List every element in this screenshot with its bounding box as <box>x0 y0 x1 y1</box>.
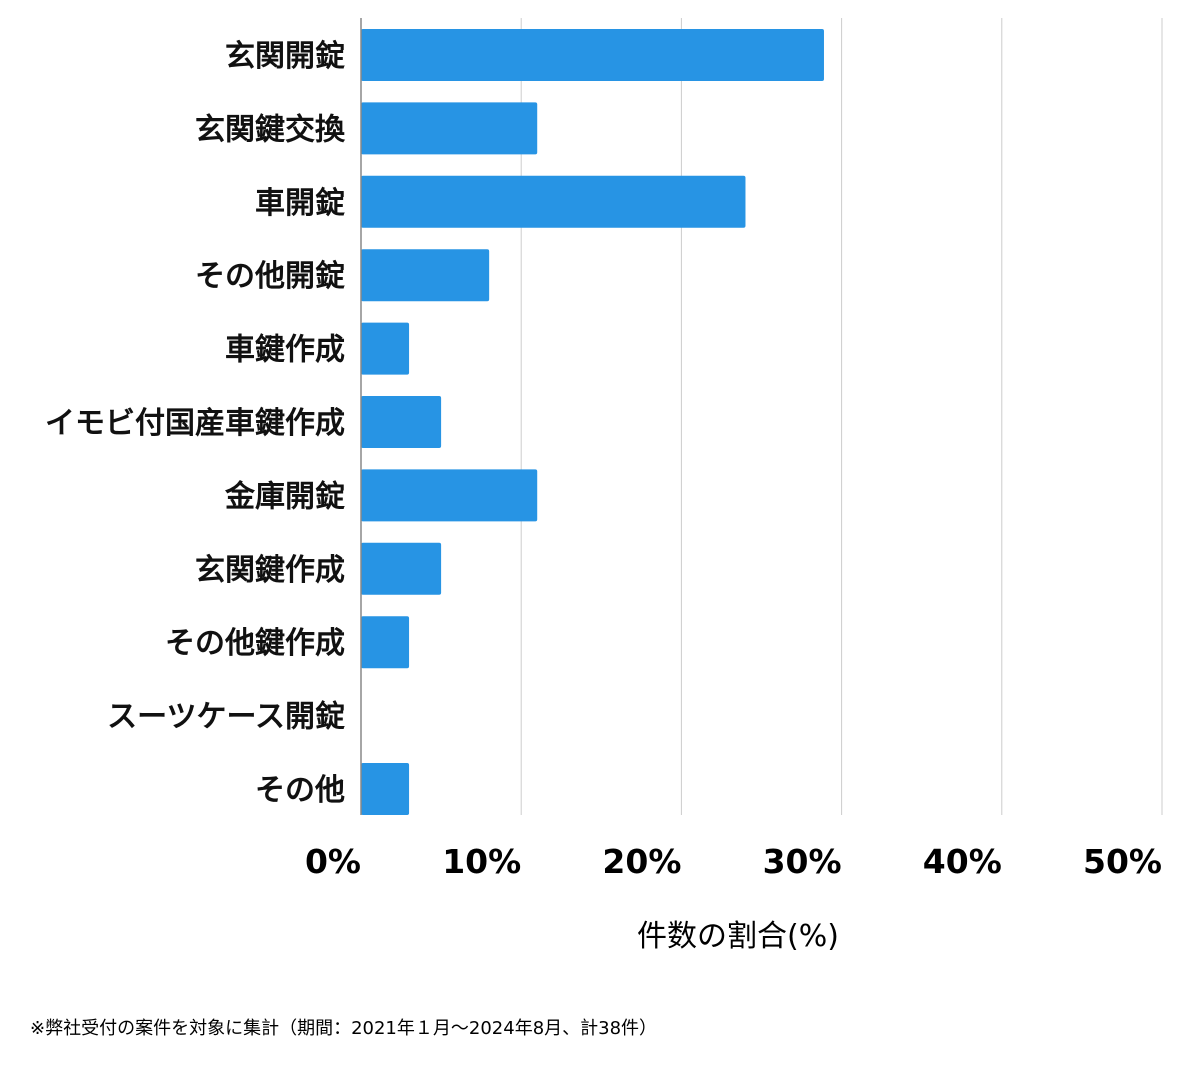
x-tick-label: 30% <box>763 842 842 881</box>
category-label: 車鍵作成 <box>225 333 345 368</box>
x-tick-label: 20% <box>602 842 681 881</box>
x-tick-label: 40% <box>923 842 1002 881</box>
bar <box>361 29 824 81</box>
bar <box>361 249 490 302</box>
bar <box>361 102 538 155</box>
footnote: ※弊社受付の案件を対象に集計（期間：2021年１月〜2024年8月、計38件） <box>30 1018 658 1039</box>
category-labels: 玄関開錠玄関鍵交換車開錠その他開錠車鍵作成イモビ付国産車鍵作成金庫開錠玄関鍵作成… <box>45 39 346 808</box>
x-tick-label: 10% <box>442 842 521 881</box>
category-label: 金庫開錠 <box>224 479 345 514</box>
x-tick-label: 50% <box>1083 842 1162 881</box>
grid-lines <box>520 18 1163 815</box>
category-label: 玄関開錠 <box>225 39 345 74</box>
bar <box>361 616 410 669</box>
bar <box>361 469 538 522</box>
bar <box>361 396 442 448</box>
bar <box>361 763 410 815</box>
category-label: スーツケース開錠 <box>107 700 345 735</box>
category-label: その他鍵作成 <box>165 626 345 661</box>
x-tick-label: 0% <box>305 842 361 881</box>
category-label: イモビ付国産車鍵作成 <box>45 406 345 441</box>
category-label: 玄関鍵交換 <box>195 112 346 147</box>
bar-series <box>361 29 824 815</box>
horizontal-bar-chart: 玄関開錠玄関鍵交換車開錠その他開錠車鍵作成イモビ付国産車鍵作成金庫開錠玄関鍵作成… <box>45 18 1163 954</box>
category-label: その他開錠 <box>195 259 345 294</box>
category-label: その他 <box>255 773 345 808</box>
x-tick-labels: 0% 10% 20% 30% 40% 50% <box>305 842 1162 881</box>
bar <box>361 542 442 595</box>
bar <box>361 175 746 228</box>
bar <box>361 322 410 375</box>
category-label: 玄関鍵作成 <box>195 553 345 588</box>
x-axis-title: 件数の割合(%) <box>637 919 839 954</box>
category-label: 車開錠 <box>255 186 345 221</box>
